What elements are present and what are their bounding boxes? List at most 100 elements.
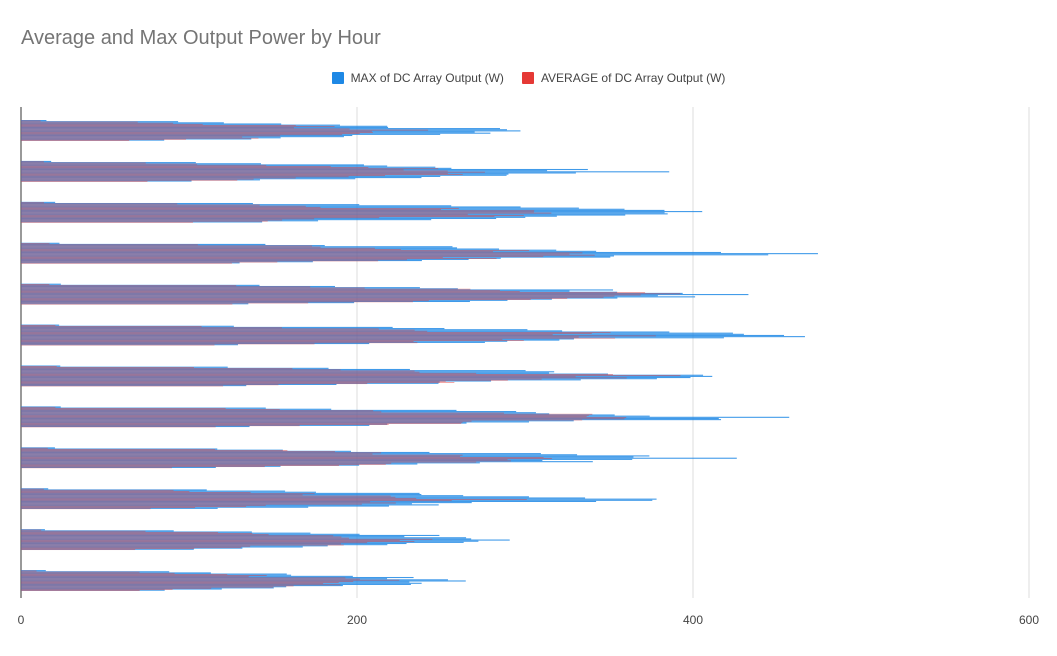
- bar-average: [21, 538, 433, 540]
- legend: MAX of DC Array Output (W) AVERAGE of DC…: [0, 71, 1057, 85]
- bar-average: [21, 210, 535, 212]
- bar-average: [21, 167, 369, 168]
- legend-item-max[interactable]: MAX of DC Array Output (W): [331, 71, 504, 85]
- bar-average: [21, 488, 44, 490]
- bar-average: [21, 582, 339, 583]
- bar-average: [21, 206, 321, 208]
- bar-average: [21, 125, 296, 126]
- bar-average: [21, 380, 446, 382]
- bar-average: [21, 327, 282, 329]
- bar-average: [21, 129, 429, 131]
- bar-average: [21, 370, 415, 372]
- bar-average: [21, 377, 627, 379]
- bar-average: [21, 369, 341, 371]
- bar-average: [21, 546, 242, 548]
- bar-average: [21, 587, 212, 589]
- bar-average: [21, 286, 311, 288]
- bar-average: [21, 166, 331, 167]
- bar-average: [21, 412, 504, 414]
- bar-average: [21, 461, 477, 463]
- bar-average: [21, 121, 138, 123]
- bar-average: [21, 537, 349, 539]
- x-tick-label: 200: [347, 613, 367, 627]
- bar-average: [21, 574, 228, 575]
- legend-label-max: MAX of DC Array Output (W): [350, 71, 504, 85]
- bar-average: [21, 295, 615, 297]
- bar-average: [21, 140, 130, 141]
- legend-swatch-max: [331, 72, 344, 84]
- bar-average: [21, 536, 342, 538]
- bar-average: [21, 326, 202, 328]
- bar-average: [21, 208, 459, 209]
- bar-average: [21, 416, 587, 417]
- bar-average: [21, 205, 306, 207]
- bar-average: [21, 162, 146, 164]
- bar-average: [21, 495, 391, 497]
- bar-average: [21, 214, 524, 216]
- bar-average: [21, 580, 354, 582]
- bar-average: [21, 344, 215, 346]
- bar-average: [21, 584, 341, 586]
- bar-average: [21, 287, 365, 289]
- bar-average: [21, 447, 48, 449]
- bar-average: [21, 179, 238, 181]
- bar-average: [21, 385, 224, 387]
- bar-average: [21, 507, 196, 508]
- bar-average: [21, 503, 362, 505]
- bar-average: [21, 336, 579, 338]
- bar-average: [21, 502, 396, 504]
- bar-average: [21, 134, 343, 136]
- bar-average: [21, 331, 611, 333]
- bar-average: [21, 161, 44, 163]
- bar-average: [21, 492, 251, 494]
- bar-average: [21, 338, 503, 340]
- bar-average: [21, 413, 593, 415]
- bar-average: [21, 292, 646, 294]
- bar-average: [21, 135, 281, 137]
- bar-average: [21, 419, 583, 421]
- bar-average: [21, 168, 439, 170]
- bar-average: [21, 176, 349, 178]
- legend-item-average[interactable]: AVERAGE of DC Array Output (W): [521, 71, 725, 85]
- bar-average: [21, 489, 174, 491]
- bar-average: [21, 583, 324, 585]
- bar-average: [21, 379, 508, 381]
- bar-average: [21, 493, 315, 495]
- bar-average: [21, 372, 477, 374]
- bar-average: [21, 255, 544, 257]
- bar-average: [21, 590, 140, 591]
- bar-average: [21, 296, 604, 298]
- bar-average: [21, 542, 368, 544]
- bar-average: [21, 175, 386, 177]
- bar-average: [21, 180, 148, 182]
- bar-average: [21, 423, 462, 424]
- bar-average: [21, 572, 175, 574]
- bar-average: [21, 337, 616, 339]
- bar-average: [21, 450, 288, 451]
- bar-average: [21, 174, 463, 175]
- bar-average: [21, 209, 441, 211]
- bar-average: [21, 508, 151, 510]
- bar-average: [21, 570, 37, 572]
- bar-average: [21, 424, 389, 425]
- bar-average: [21, 462, 392, 464]
- bar-average: [21, 253, 570, 255]
- bar-average: [21, 448, 216, 450]
- bar-average: [21, 420, 472, 422]
- bar-average: [21, 406, 56, 408]
- bar-average: [21, 466, 265, 468]
- bar-average: [21, 459, 508, 461]
- bar-average: [21, 586, 274, 588]
- bar-average: [21, 202, 44, 204]
- bar-average: [21, 284, 50, 285]
- bar-average: [21, 137, 259, 139]
- bar-average: [21, 496, 396, 498]
- bar-average: [21, 531, 219, 533]
- bar-average: [21, 578, 360, 580]
- bar-average: [21, 221, 193, 223]
- bar-average: [21, 335, 656, 337]
- bar-average: [21, 384, 279, 386]
- bar-average: [21, 548, 195, 549]
- bar-average: [21, 247, 375, 249]
